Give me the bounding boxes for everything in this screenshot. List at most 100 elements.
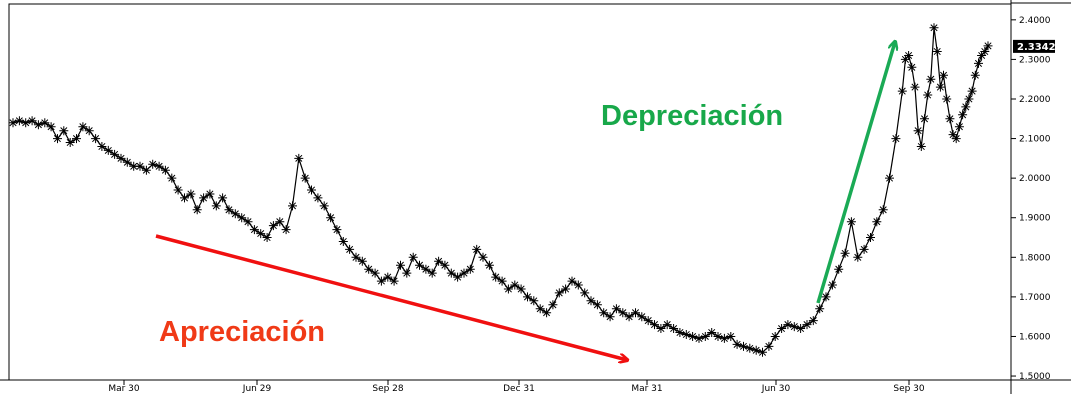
data-point: [958, 110, 968, 120]
data-point: [478, 252, 488, 262]
x-tick-label: Jun 29: [242, 384, 272, 394]
data-point: [192, 205, 202, 215]
data-point: [758, 347, 767, 357]
data-point: [154, 161, 164, 171]
data-point: [611, 304, 621, 314]
data-point: [237, 213, 247, 223]
data-point: [821, 292, 831, 302]
data-point: [421, 264, 431, 274]
data-point: [122, 157, 132, 167]
data-point: [561, 284, 571, 294]
data-point: [643, 316, 653, 326]
data-point: [465, 264, 475, 274]
data-point: [491, 272, 501, 282]
data-point: [84, 126, 94, 136]
y-axis: 2.4000 2.3000 2.2000 2.1000 2.0000 1.9000 1.80…: [1011, 16, 1056, 382]
data-point: [713, 332, 723, 341]
data-point: [878, 205, 888, 215]
data-point: [866, 233, 875, 242]
data-point: [631, 308, 640, 318]
data-point: [846, 217, 856, 227]
data-point: [920, 114, 929, 124]
data-point: [900, 54, 910, 64]
data-point: [281, 225, 291, 235]
data-point: [932, 47, 942, 56]
data-point: [376, 276, 386, 286]
data-point: [389, 276, 399, 286]
data-point: [65, 138, 75, 147]
data-point: [453, 272, 463, 282]
data-point: [840, 248, 850, 258]
data-point: [681, 330, 691, 339]
data-point: [967, 86, 977, 96]
data-point: [116, 153, 126, 163]
data-point: [910, 82, 920, 92]
x-axis: Mar 30 Jun 29 Sep 28 Dec 31 Mar 31 Jun 30 Sep …: [108, 380, 925, 394]
data-point: [926, 74, 936, 84]
data-point: [954, 122, 964, 132]
data-point: [548, 300, 558, 310]
data-point: [834, 264, 844, 274]
data-point: [885, 173, 894, 183]
data-point: [637, 312, 647, 322]
data-point: [939, 70, 948, 80]
data-point: [224, 205, 234, 215]
x-tick-label: Sep 28: [372, 384, 404, 394]
data-point: [656, 324, 666, 333]
data-point: [345, 244, 355, 254]
data-point: [230, 209, 240, 219]
appreciation-label: Apreciación: [159, 316, 325, 348]
data-point: [980, 47, 990, 56]
data-point: [484, 260, 494, 270]
data-point: [907, 62, 917, 72]
data-point: [567, 276, 577, 286]
data-point: [110, 149, 120, 159]
data-point: [268, 221, 278, 231]
data-point: [586, 296, 596, 306]
data-point: [802, 320, 812, 330]
data-point: [764, 341, 774, 351]
y-tick-label: 1.7000: [1019, 293, 1051, 303]
data-point: [199, 193, 209, 203]
data-point: [72, 134, 81, 144]
data-point: [732, 339, 742, 349]
data-point: [573, 280, 583, 290]
data-point: [148, 159, 158, 169]
data-point: [662, 320, 672, 330]
data-point: [935, 82, 945, 92]
data-point: [700, 332, 710, 341]
x-tick-label: Jun 30: [761, 384, 791, 394]
data-point: [964, 94, 974, 104]
data-point: [14, 116, 24, 126]
data-point: [160, 165, 170, 175]
data-point: [853, 252, 863, 262]
y-tick-label: 1.5000: [1019, 372, 1051, 382]
data-point: [961, 102, 971, 112]
depreciation-arrow: [816, 42, 895, 304]
data-point: [945, 114, 955, 124]
data-point: [777, 324, 787, 333]
y-tick-label: 1.9000: [1019, 214, 1051, 224]
data-point: [275, 217, 285, 227]
data-point: [688, 332, 698, 341]
data-point: [510, 280, 520, 290]
data-point: [942, 94, 952, 104]
data-point: [815, 304, 825, 314]
data-point: [459, 268, 469, 278]
data-point: [897, 86, 907, 96]
data-point: [313, 193, 323, 203]
data-point: [503, 284, 513, 294]
data-point: [916, 142, 926, 151]
data-point: [326, 213, 336, 223]
data-point: [859, 244, 869, 254]
data-point: [827, 280, 837, 290]
data-point: [605, 312, 615, 322]
data-point: [929, 23, 939, 33]
data-point: [669, 324, 679, 333]
data-point: [446, 268, 456, 278]
y-tick-label: 1.6000: [1019, 332, 1051, 342]
data-point: [364, 264, 374, 274]
data-point: [300, 173, 310, 183]
data-point: [351, 252, 361, 262]
